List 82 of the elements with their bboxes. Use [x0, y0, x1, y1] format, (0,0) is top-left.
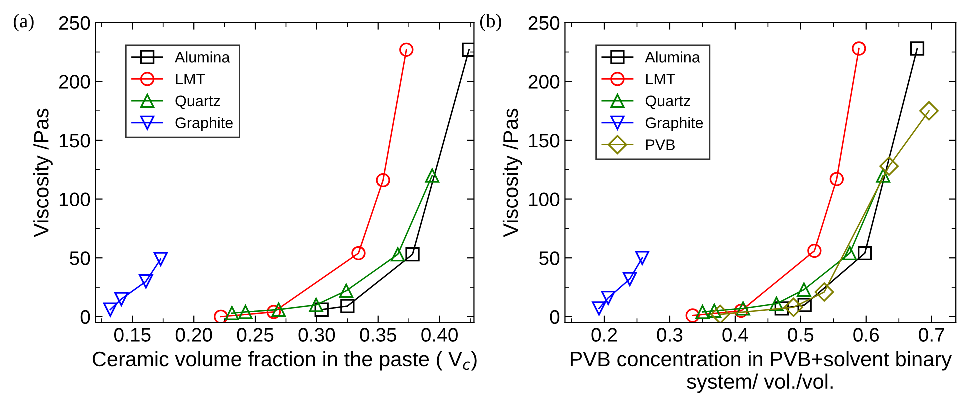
point: [154, 252, 168, 266]
point: [784, 298, 804, 318]
y-axis-title: Viscosity /Pas: [502, 108, 522, 238]
x-axis-title: PVB concentration in PVB+solvent binary system/ vol./vol.: [570, 351, 952, 394]
x-tick-label: 0.35: [360, 328, 396, 342]
y-tick-label: 250: [528, 16, 560, 30]
point: [352, 246, 366, 260]
legend-label: Graphite: [176, 117, 233, 132]
point: [876, 168, 890, 183]
x-tick-label: 0.4: [722, 328, 748, 342]
x-tick-label: 0.20: [176, 328, 212, 342]
point: [214, 310, 228, 323]
point: [601, 291, 616, 306]
point: [830, 172, 844, 186]
text: (a): [14, 14, 34, 32]
x-tick-label: 0.40: [422, 328, 458, 342]
y-tick-label: 0: [80, 310, 90, 324]
point: [852, 42, 866, 56]
point: [622, 272, 638, 286]
point: [376, 173, 390, 188]
point: [592, 302, 606, 316]
point: [797, 282, 812, 297]
y-tick-label: 250: [59, 16, 90, 30]
y-tick-label: 100: [60, 192, 90, 207]
point: [225, 306, 240, 320]
point: [910, 42, 925, 56]
x-tick-label: 0.30: [298, 328, 336, 342]
point: [696, 305, 710, 320]
legend-label: LMT: [646, 74, 676, 85]
point: [770, 296, 784, 312]
point: [400, 42, 414, 57]
y-tick-label: 100: [529, 192, 560, 207]
point: [734, 304, 748, 318]
y-tick-label: 150: [529, 134, 560, 148]
y-axis-title: Viscosity /Pas: [34, 108, 53, 238]
y-tick-label: 150: [60, 134, 90, 148]
point: [238, 305, 253, 320]
legend-label: Quartz: [646, 96, 690, 110]
point: [340, 299, 355, 314]
point: [139, 274, 154, 289]
point: [774, 302, 790, 316]
point: [314, 302, 329, 317]
legend-label: Graphite: [646, 117, 704, 132]
x-tick-label: 0.3: [657, 328, 683, 342]
point: [114, 292, 129, 306]
x-tick-label: 0.25: [237, 328, 274, 342]
point: [425, 168, 440, 183]
point: [808, 244, 822, 258]
point: [266, 305, 282, 320]
point: [635, 251, 650, 266]
point: [736, 302, 750, 316]
y-tick-label: 50: [540, 252, 560, 266]
legend-label: Alumina: [175, 52, 230, 63]
x-tick-label: 0.15: [114, 328, 151, 342]
point: [406, 247, 420, 262]
point: [339, 284, 354, 298]
legend-label: Quartz: [176, 96, 220, 110]
legend-label: PVB: [646, 140, 675, 150]
y-tick-label: 0: [550, 310, 560, 324]
legend-label: Alumina: [645, 52, 700, 63]
y-tick-label: 50: [70, 252, 90, 266]
x-tick-label: 0.2: [592, 328, 618, 342]
y-tick-label: 200: [528, 75, 560, 89]
point: [920, 101, 939, 121]
x-tick-label: 0.5: [788, 328, 814, 342]
point: [842, 246, 858, 260]
y-tick-label: 200: [59, 75, 90, 89]
point: [710, 304, 730, 323]
legend-label: LMT: [176, 74, 206, 85]
x-tick-label: 0.6: [854, 328, 880, 342]
point: [390, 247, 406, 262]
text: (b): [480, 14, 502, 32]
x-axis-title: Ceramic volume fraction in the paste ( V$_{c}$): [92, 351, 477, 371]
x-tick-label: 0.7: [919, 328, 944, 342]
point: [309, 298, 324, 312]
point: [272, 302, 286, 317]
point: [686, 308, 700, 323]
point: [858, 246, 872, 260]
point: [880, 156, 899, 176]
point: [814, 282, 834, 302]
point: [798, 298, 812, 312]
point: [103, 302, 118, 317]
